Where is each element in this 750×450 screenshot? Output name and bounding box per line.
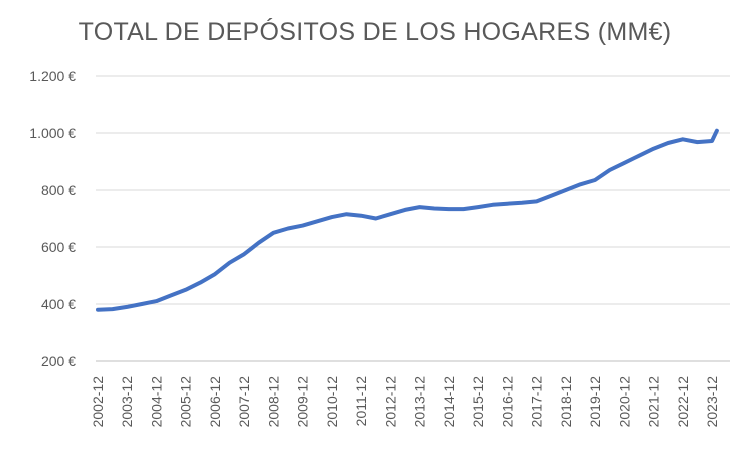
data-point — [286, 227, 290, 230]
y-tick-label: 400 € — [41, 296, 76, 312]
x-tick-label: 2011-12 — [353, 376, 369, 427]
x-tick-label: 2002-12 — [90, 376, 106, 428]
x-tick-label: 2009-12 — [295, 376, 311, 428]
data-point — [491, 203, 495, 207]
x-tick-label: 2005-12 — [178, 376, 194, 428]
gridlines — [96, 75, 730, 305]
y-tick-label: 1.200 € — [29, 68, 76, 84]
data-point — [637, 154, 641, 158]
x-tick-label: 2008-12 — [265, 376, 281, 428]
data-point — [418, 205, 422, 209]
data-point — [242, 252, 246, 256]
data-point — [228, 261, 232, 265]
chart-title: TOTAL DE DEPÓSITOS DE LOS HOGARES (MM€) — [78, 18, 672, 46]
data-point — [330, 215, 334, 219]
x-tick-label: 2020-12 — [616, 376, 632, 428]
y-axis-ticks: 200 € 400 € 600 € 800 € 1.000 € 1.200 € — [29, 68, 76, 369]
data-point — [374, 217, 378, 220]
x-tick-label: 2018-12 — [558, 376, 574, 428]
data-point — [257, 241, 261, 245]
data-point — [140, 302, 144, 306]
x-tick-label: 2012-12 — [382, 376, 398, 428]
y-tick-label: 200 € — [41, 353, 76, 369]
data-point — [535, 199, 539, 203]
x-tick-label: 2017-12 — [529, 376, 545, 428]
data-point — [301, 224, 305, 228]
data-point — [213, 272, 217, 276]
x-tick-label: 2023-12 — [704, 376, 720, 428]
data-point — [666, 141, 670, 145]
data-point — [111, 307, 115, 311]
data-point — [593, 178, 597, 182]
x-tick-label: 2014-12 — [441, 376, 457, 428]
data-point — [476, 205, 480, 209]
data-point — [608, 168, 612, 172]
data-point — [388, 212, 392, 216]
data-point — [432, 207, 436, 210]
data-point — [462, 207, 465, 211]
x-tick-label: 2004-12 — [148, 376, 164, 428]
data-point — [345, 212, 348, 216]
data-point — [578, 182, 582, 186]
data-point — [315, 219, 319, 223]
x-tick-label: 2019-12 — [587, 376, 603, 428]
series-line — [96, 128, 719, 312]
data-point — [710, 139, 714, 143]
x-tick-label: 2016-12 — [499, 376, 515, 428]
data-point — [622, 161, 626, 165]
x-tick-label: 2013-12 — [412, 376, 428, 428]
x-tick-label: 2015-12 — [470, 376, 486, 428]
y-tick-label: 800 € — [41, 182, 76, 198]
data-point — [198, 281, 202, 285]
x-tick-label: 2022-12 — [675, 376, 691, 428]
data-point — [155, 299, 158, 303]
data-point — [715, 129, 719, 133]
data-point — [403, 208, 407, 212]
x-tick-label: 2003-12 — [119, 376, 135, 428]
x-tick-label: 2010-12 — [324, 376, 340, 428]
data-point — [520, 201, 524, 205]
data-point — [169, 293, 173, 297]
data-point — [505, 202, 509, 206]
data-point — [549, 194, 553, 198]
series-layer — [96, 128, 719, 312]
y-tick-label: 600 € — [41, 239, 76, 255]
x-tick-label: 2006-12 — [207, 376, 223, 428]
x-axis-ticks: 2002-12 2003-12 2004-12 2005-12 2006-12 2007-… — [90, 376, 720, 428]
data-point — [125, 305, 129, 309]
y-tick-label: 1.000 € — [29, 125, 76, 141]
x-tick-label: 2007-12 — [236, 376, 252, 428]
data-point — [359, 214, 363, 218]
data-point — [681, 137, 685, 141]
data-point — [695, 140, 699, 144]
data-point — [184, 288, 188, 292]
data-point — [564, 188, 568, 192]
data-point — [652, 147, 655, 151]
data-point — [96, 308, 100, 312]
x-tick-label: 2021-12 — [646, 376, 662, 428]
data-point — [447, 207, 451, 211]
data-point — [271, 231, 275, 235]
